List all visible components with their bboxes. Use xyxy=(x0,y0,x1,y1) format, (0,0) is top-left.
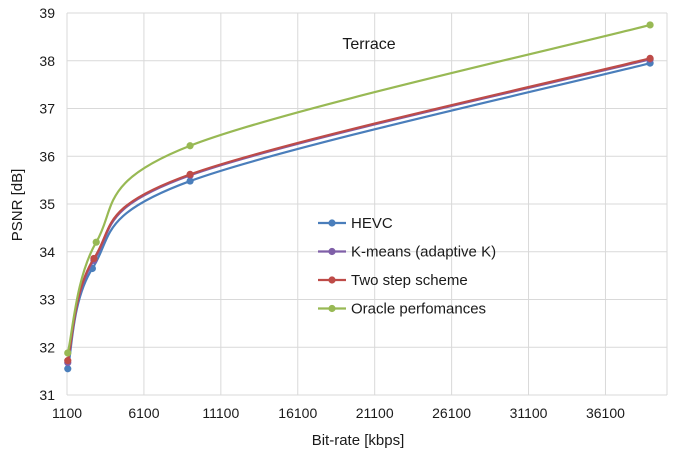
series-1 xyxy=(64,55,654,367)
x-tick-label: 16100 xyxy=(278,405,317,421)
y-tick-label: 34 xyxy=(39,244,55,260)
x-tick-labels: 1100 6100 11100 16100 21100 26100 31100 36100 xyxy=(52,405,625,421)
legend-swatch-marker xyxy=(328,276,336,284)
y-tick-label: 39 xyxy=(39,5,55,21)
chart-title: Terrace xyxy=(342,36,395,53)
x-tick-label: 6100 xyxy=(128,405,159,421)
data-point xyxy=(646,21,654,29)
legend-label: Oracle perfomances xyxy=(351,301,486,318)
data-point xyxy=(186,177,194,185)
series-line xyxy=(66,23,651,354)
legend-item: K-means (adaptive K) xyxy=(318,244,496,261)
legend-label: HEVC xyxy=(351,215,393,232)
data-point xyxy=(186,170,194,178)
data-point xyxy=(92,238,100,246)
data-point xyxy=(186,142,194,150)
y-tick-labels: 31 32 33 34 35 36 37 38 39 xyxy=(39,5,55,403)
legend-swatch-marker xyxy=(328,219,336,227)
y-axis-title: PSNR [dB] xyxy=(9,169,26,242)
legend: HEVC K-means (adaptive K) Two step scheme O… xyxy=(318,215,496,318)
y-tick-label: 36 xyxy=(39,148,55,164)
y-tick-label: 33 xyxy=(39,292,55,308)
legend-swatch-marker xyxy=(328,247,336,256)
data-point xyxy=(64,357,72,365)
x-tick-label: 26100 xyxy=(432,405,471,421)
x-tick-label: 1100 xyxy=(52,405,82,421)
series-3 xyxy=(64,21,654,357)
y-tick-label: 32 xyxy=(39,339,55,355)
x-tick-label: 11100 xyxy=(202,405,239,421)
data-point xyxy=(646,54,654,62)
y-tick-label: 31 xyxy=(39,387,55,403)
grid-lines xyxy=(66,12,668,396)
series-layer xyxy=(64,21,654,373)
data-point xyxy=(90,254,98,263)
x-tick-label: 31100 xyxy=(510,405,548,421)
legend-item: Two step scheme xyxy=(318,272,468,289)
x-axis-title: Bit-rate [kbps] xyxy=(312,432,405,449)
series-line xyxy=(66,57,651,361)
x-tick-label: 36100 xyxy=(586,405,625,421)
legend-swatch-marker xyxy=(328,304,336,313)
legend-label: K-means (adaptive K) xyxy=(351,244,496,261)
legend-item: HEVC xyxy=(318,215,393,232)
legend-item: Oracle perfomances xyxy=(318,301,486,318)
data-point xyxy=(64,349,72,357)
x-tick-label: 21100 xyxy=(356,405,394,421)
legend-label: Two step scheme xyxy=(351,272,468,289)
y-tick-label: 35 xyxy=(39,196,55,212)
series-2 xyxy=(64,54,654,365)
data-point xyxy=(64,365,72,373)
y-tick-label: 37 xyxy=(39,101,55,117)
y-tick-label: 38 xyxy=(39,53,55,69)
